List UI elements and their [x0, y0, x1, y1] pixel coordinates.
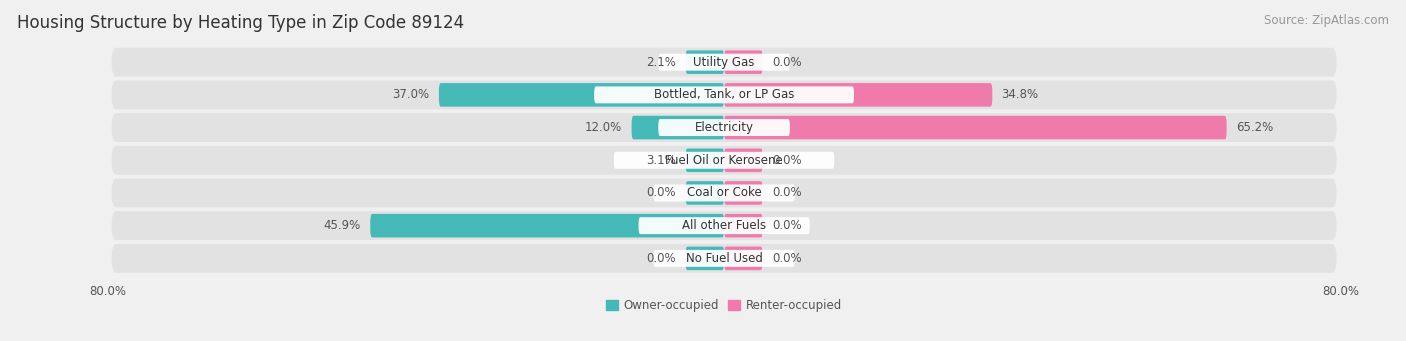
Text: 0.0%: 0.0%: [772, 154, 801, 167]
FancyBboxPatch shape: [686, 50, 724, 74]
Text: 65.2%: 65.2%: [1236, 121, 1272, 134]
FancyBboxPatch shape: [370, 214, 724, 237]
FancyBboxPatch shape: [724, 181, 762, 205]
FancyBboxPatch shape: [654, 184, 794, 202]
Text: 45.9%: 45.9%: [323, 219, 361, 232]
FancyBboxPatch shape: [686, 247, 724, 270]
Text: 37.0%: 37.0%: [392, 88, 430, 101]
Text: Housing Structure by Heating Type in Zip Code 89124: Housing Structure by Heating Type in Zip…: [17, 14, 464, 32]
Text: 0.0%: 0.0%: [772, 219, 801, 232]
Text: Bottled, Tank, or LP Gas: Bottled, Tank, or LP Gas: [654, 88, 794, 101]
FancyBboxPatch shape: [111, 146, 1337, 175]
FancyBboxPatch shape: [724, 148, 762, 172]
Legend: Owner-occupied, Renter-occupied: Owner-occupied, Renter-occupied: [600, 294, 848, 317]
FancyBboxPatch shape: [686, 148, 724, 172]
Text: Source: ZipAtlas.com: Source: ZipAtlas.com: [1264, 14, 1389, 27]
Text: 3.1%: 3.1%: [647, 154, 676, 167]
FancyBboxPatch shape: [111, 211, 1337, 240]
Text: No Fuel Used: No Fuel Used: [686, 252, 762, 265]
Text: 34.8%: 34.8%: [1001, 88, 1039, 101]
FancyBboxPatch shape: [654, 250, 794, 267]
Text: 2.1%: 2.1%: [647, 56, 676, 69]
Text: All other Fuels: All other Fuels: [682, 219, 766, 232]
FancyBboxPatch shape: [724, 83, 993, 107]
FancyBboxPatch shape: [439, 83, 724, 107]
FancyBboxPatch shape: [724, 214, 762, 237]
FancyBboxPatch shape: [111, 179, 1337, 207]
Text: Electricity: Electricity: [695, 121, 754, 134]
FancyBboxPatch shape: [614, 152, 834, 169]
FancyBboxPatch shape: [724, 50, 762, 74]
Text: 0.0%: 0.0%: [772, 252, 801, 265]
Text: 0.0%: 0.0%: [772, 187, 801, 199]
FancyBboxPatch shape: [724, 247, 762, 270]
Text: Utility Gas: Utility Gas: [693, 56, 755, 69]
Text: 0.0%: 0.0%: [647, 252, 676, 265]
Text: 0.0%: 0.0%: [772, 56, 801, 69]
FancyBboxPatch shape: [111, 113, 1337, 142]
FancyBboxPatch shape: [111, 244, 1337, 273]
FancyBboxPatch shape: [111, 80, 1337, 109]
Text: 12.0%: 12.0%: [585, 121, 623, 134]
FancyBboxPatch shape: [631, 116, 724, 139]
FancyBboxPatch shape: [658, 54, 790, 71]
FancyBboxPatch shape: [638, 217, 810, 234]
FancyBboxPatch shape: [111, 48, 1337, 77]
Text: Coal or Coke: Coal or Coke: [686, 187, 762, 199]
FancyBboxPatch shape: [686, 181, 724, 205]
FancyBboxPatch shape: [724, 116, 1226, 139]
Text: 0.0%: 0.0%: [647, 187, 676, 199]
Text: Fuel Oil or Kerosene: Fuel Oil or Kerosene: [665, 154, 783, 167]
FancyBboxPatch shape: [595, 86, 853, 103]
FancyBboxPatch shape: [658, 119, 790, 136]
